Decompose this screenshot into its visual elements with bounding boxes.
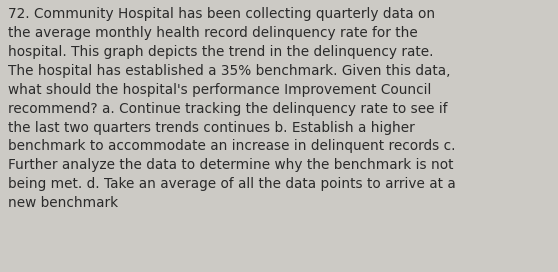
Text: 72. Community Hospital has been collecting quarterly data on
the average monthly: 72. Community Hospital has been collecti… xyxy=(8,7,456,210)
